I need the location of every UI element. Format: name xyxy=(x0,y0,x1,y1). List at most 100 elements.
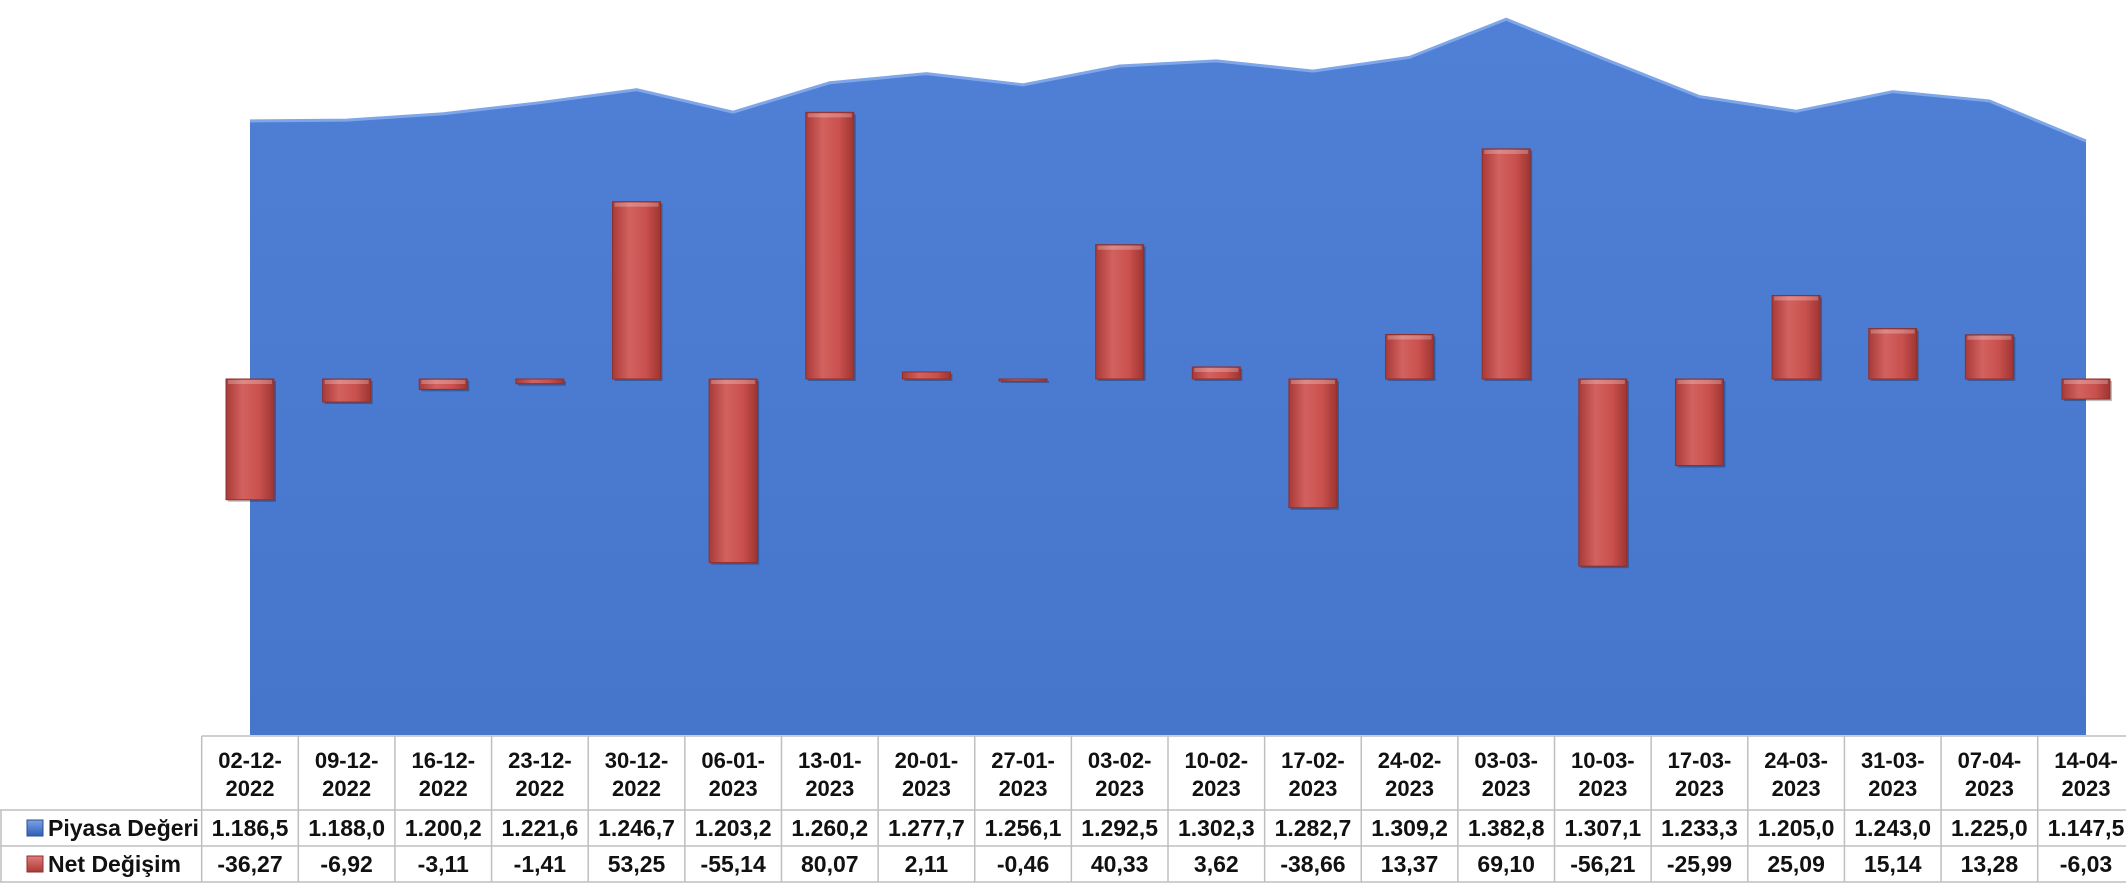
x-tick-label-line: 24-02- xyxy=(1378,748,1442,773)
data-label: -25,99 xyxy=(1667,851,1732,877)
x-tick-label-line: 2022 xyxy=(419,776,468,801)
data-label: 1.200,2 xyxy=(405,815,482,841)
bar-bevel xyxy=(324,380,369,384)
bar xyxy=(1095,244,1146,381)
x-tick-label: 24-03- 2023 xyxy=(1764,748,1828,801)
bar-bevel xyxy=(1484,149,1529,154)
legend-key xyxy=(26,855,44,873)
data-table: 02-12- 2022 09-12- 2022 16-12- 2022 23-12- 2022… xyxy=(0,735,2126,883)
x-tick-label-line: 09-12- xyxy=(315,748,379,773)
x-tick-label-line: 17-03- xyxy=(1668,748,1732,773)
x-tick-label: 20-01- 2023 xyxy=(895,748,959,801)
x-tick-label: 23-12- 2022 xyxy=(508,748,572,801)
data-label: 1.246,7 xyxy=(598,815,675,841)
x-tick-label-line: 2022 xyxy=(322,776,371,801)
bar-body xyxy=(322,378,372,403)
x-tick-label-line: 2022 xyxy=(226,776,275,801)
bar-bevel xyxy=(1097,245,1142,250)
x-tick-label-line: 2023 xyxy=(1675,776,1724,801)
legend-key xyxy=(26,819,44,837)
data-label: 1.186,5 xyxy=(212,815,289,841)
data-label: 80,07 xyxy=(801,851,859,877)
bar-body xyxy=(901,371,951,380)
x-tick-label-line: 2023 xyxy=(1288,776,1337,801)
x-tick-label-line: 07-04- xyxy=(1958,748,2022,773)
legend-label: Piyasa Değeri xyxy=(48,815,199,841)
x-tick-label-line: 2023 xyxy=(1192,776,1241,801)
data-label: -56,21 xyxy=(1570,851,1635,877)
data-label: -0,46 xyxy=(997,851,1049,877)
x-tick-label: 07-04- 2023 xyxy=(1958,748,2022,801)
bar-bevel xyxy=(421,380,466,384)
data-label: 1.225,0 xyxy=(1951,815,2028,841)
bar-body xyxy=(1481,148,1531,380)
data-label: 69,10 xyxy=(1477,851,1535,877)
bar-body xyxy=(708,378,758,564)
data-label: 1.203,2 xyxy=(695,815,772,841)
bar-body xyxy=(1964,334,2014,380)
x-tick-label: 17-02- 2023 xyxy=(1281,748,1345,801)
data-label: -36,27 xyxy=(217,851,282,877)
x-tick-label-line: 2022 xyxy=(612,776,661,801)
x-tick-label: 10-02- 2023 xyxy=(1185,748,1249,801)
bar xyxy=(1964,334,2016,381)
bar-body xyxy=(998,378,1048,382)
data-label: -3,11 xyxy=(418,851,469,877)
x-tick-label-line: 14-04- xyxy=(2054,748,2118,773)
x-tick-label-line: 10-02- xyxy=(1185,748,1249,773)
data-label: 1.221,6 xyxy=(502,815,579,841)
x-tick-label-line: 2023 xyxy=(1578,776,1627,801)
x-tick-label-line: 27-01- xyxy=(991,748,1055,773)
bar xyxy=(901,371,953,381)
x-tick-label-line: 03-02- xyxy=(1088,748,1152,773)
data-label: 13,37 xyxy=(1381,851,1439,877)
bar-body xyxy=(2061,378,2111,400)
x-tick-label-line: 10-03- xyxy=(1571,748,1635,773)
data-label: 1.256,1 xyxy=(985,815,1062,841)
bar-body xyxy=(1095,244,1145,380)
x-tick-label: 24-02- 2023 xyxy=(1378,748,1442,801)
x-tick-label-line: 17-02- xyxy=(1281,748,1345,773)
bar-body xyxy=(418,378,468,390)
bar xyxy=(2061,378,2112,402)
data-label: -38,66 xyxy=(1280,851,1345,877)
legend-label: Net Değişim xyxy=(48,851,181,877)
bar-body xyxy=(1288,378,1338,509)
data-label: 1.292,5 xyxy=(1081,815,1158,841)
bar xyxy=(1578,378,1629,569)
x-tick-label: 10-03- 2023 xyxy=(1571,748,1635,801)
x-tick-label-line: 2023 xyxy=(1965,776,2014,801)
bar-bevel xyxy=(1774,296,1819,301)
bar xyxy=(805,111,856,382)
bar-bevel xyxy=(711,380,756,384)
data-label: 1.147,5 xyxy=(2048,815,2125,841)
bar xyxy=(1288,378,1339,510)
bar-bevel xyxy=(1677,380,1722,384)
data-label: 1.205,0 xyxy=(1758,815,1835,841)
x-tick-label-line: 2023 xyxy=(1385,776,1434,801)
bar-body xyxy=(225,378,275,501)
bar-bevel xyxy=(1967,335,2012,340)
x-tick-label-line: 2023 xyxy=(902,776,951,801)
bar-body xyxy=(1578,378,1628,567)
bar-body xyxy=(612,201,662,380)
x-tick-label-line: 16-12- xyxy=(411,748,475,773)
x-tick-label: 30-12- 2022 xyxy=(605,748,669,801)
bar-series-net-degisim xyxy=(225,111,2112,569)
x-tick-label: 13-01- 2023 xyxy=(798,748,862,801)
x-tick-label-line: 24-03- xyxy=(1764,748,1828,773)
data-label: 1.309,2 xyxy=(1371,815,1448,841)
data-label: 53,25 xyxy=(608,851,666,877)
bar-body xyxy=(1868,328,1918,380)
data-label: 1.233,3 xyxy=(1661,815,1738,841)
bar xyxy=(1674,378,1726,468)
data-label: -6,92 xyxy=(320,851,372,877)
data-label: -6,03 xyxy=(2060,851,2112,877)
x-tick-label-line: 2023 xyxy=(999,776,1048,801)
bar-bevel xyxy=(2064,380,2108,384)
x-tick-label: 09-12- 2022 xyxy=(315,748,379,801)
x-tick-label-line: 2023 xyxy=(1868,776,1917,801)
bar xyxy=(322,378,373,405)
data-label: 1.382,8 xyxy=(1468,815,1545,841)
bar xyxy=(418,378,470,392)
